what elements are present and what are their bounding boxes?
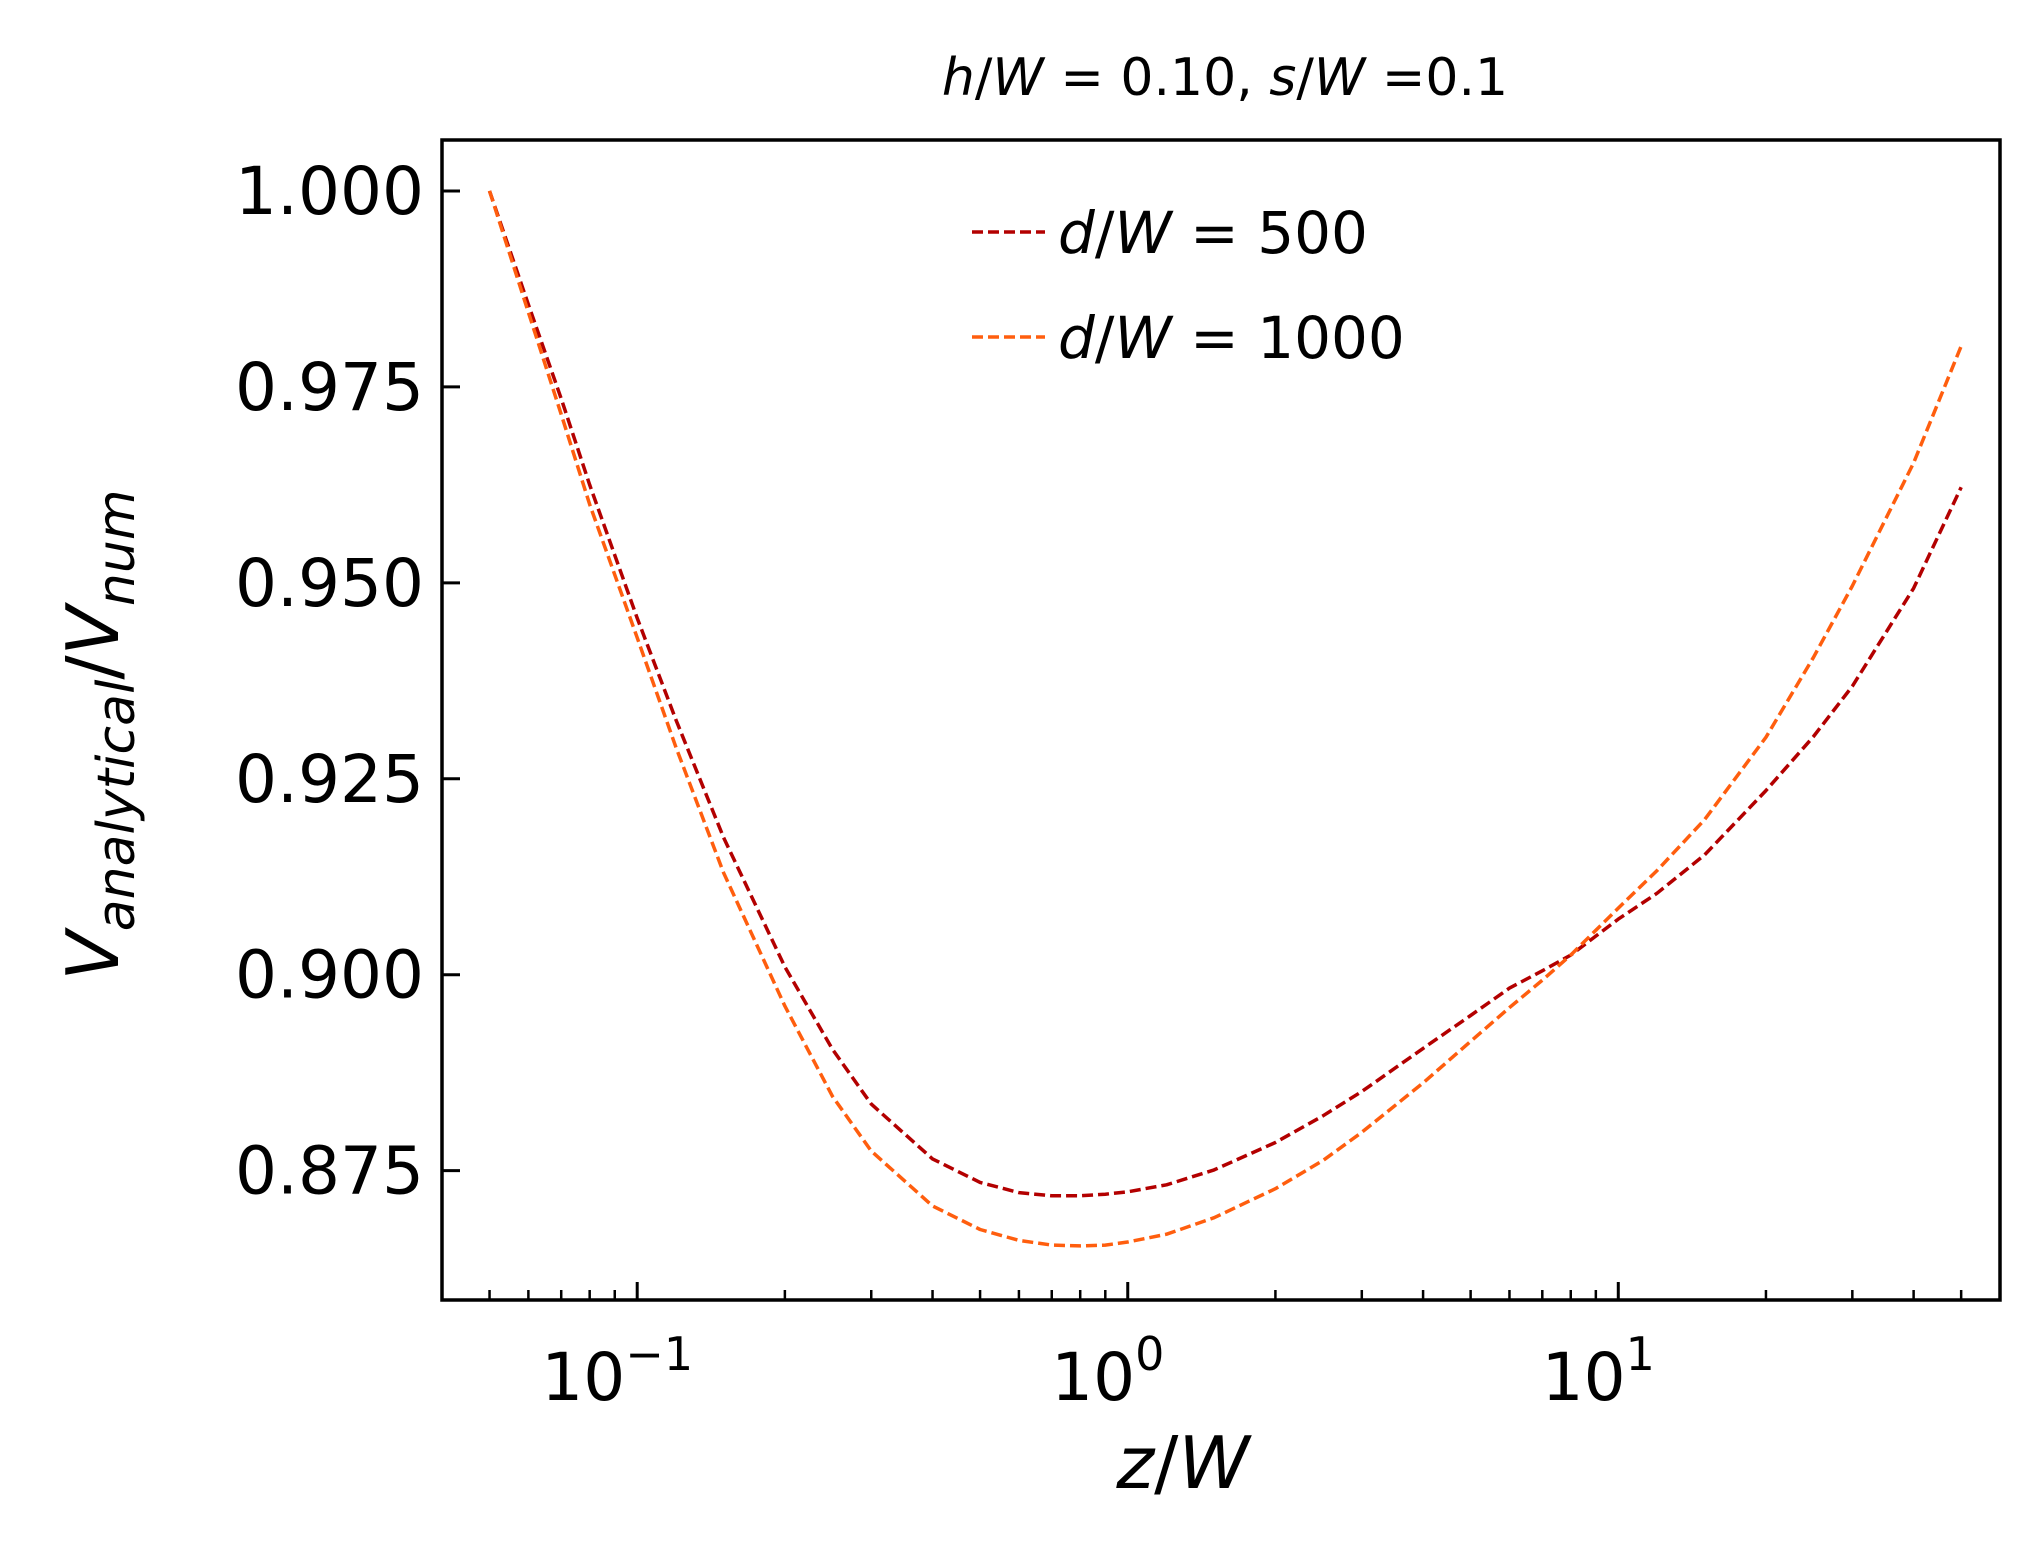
x-tick-label-exponent: −1: [625, 1327, 693, 1381]
title-slash-1: /: [975, 48, 993, 108]
y-axis-label: Vanalytical/Vnum: [51, 489, 147, 980]
x-tick-label-exponent: 1: [1626, 1327, 1655, 1381]
y-axis-label-num: V: [51, 927, 135, 981]
x-tick-label-1: 100: [1051, 1327, 1164, 1416]
title-s-value: =0.1: [1365, 48, 1508, 108]
title-h-value: = 0.10,: [1044, 48, 1269, 108]
x-tick-label-base: 10: [541, 1339, 625, 1416]
legend-d500-slash: /: [1095, 199, 1115, 267]
legend-d1000-value: = 1000: [1172, 304, 1405, 372]
series-group: [487, 190, 1963, 1248]
x-axis-label: z/W: [1115, 1421, 1252, 1505]
y-tick-label-1.000: 1.000: [235, 153, 424, 230]
y-axis-label-den: V: [51, 601, 135, 655]
title-w-var-1: W: [992, 48, 1046, 108]
y-axis-label-num-sub: analytical: [87, 679, 147, 931]
legend-d1000-slash: /: [1095, 304, 1115, 372]
y-tick-label-0.950: 0.950: [235, 545, 424, 622]
legend-label-d500: d/W = 500: [1058, 199, 1368, 267]
y-axis-label-den-sub: num: [87, 489, 147, 606]
legend-d1000-var: d: [1058, 304, 1096, 372]
x-tick-label-exponent: 0: [1135, 1327, 1164, 1381]
legend-d500-var: d: [1058, 199, 1096, 267]
x-axis-label-num: z: [1115, 1421, 1156, 1505]
y-tick-label-0.875: 0.875: [235, 1133, 424, 1210]
x-tick-label-10: 101: [1542, 1327, 1655, 1416]
title-h-var: h: [942, 48, 975, 108]
x-axis-label-den: W: [1178, 1421, 1252, 1505]
title-w-var-2: W: [1314, 48, 1368, 108]
y-axis-label-slash: /: [51, 655, 135, 680]
y-tick-label-0.975: 0.975: [235, 349, 424, 426]
series-line-d1000: [487, 190, 1963, 1248]
y-tick-label-0.925: 0.925: [235, 741, 424, 818]
x-tick-label-0.1: 10−1: [541, 1327, 693, 1416]
legend-d1000-den: W: [1114, 304, 1174, 372]
chart-title: h/W = 0.10, s/W =0.1: [942, 48, 1508, 108]
plot-frame: [440, 138, 2002, 1302]
legend-d500-den: W: [1114, 199, 1174, 267]
y-tick-label-0.900: 0.900: [235, 937, 424, 1014]
x-axis-label-slash: /: [1154, 1421, 1179, 1505]
tick-group: [440, 189, 2002, 1300]
title-s-var: s: [1269, 48, 1296, 108]
legend: d/W = 500 d/W = 1000: [972, 199, 1405, 372]
legend-label-d1000: d/W = 1000: [1058, 304, 1405, 372]
series-line-d500: [487, 190, 1963, 1198]
title-slash-2: /: [1296, 48, 1314, 108]
x-tick-label-base: 10: [1542, 1339, 1626, 1416]
x-tick-label-base: 10: [1051, 1339, 1135, 1416]
legend-d500-value: = 500: [1172, 199, 1368, 267]
